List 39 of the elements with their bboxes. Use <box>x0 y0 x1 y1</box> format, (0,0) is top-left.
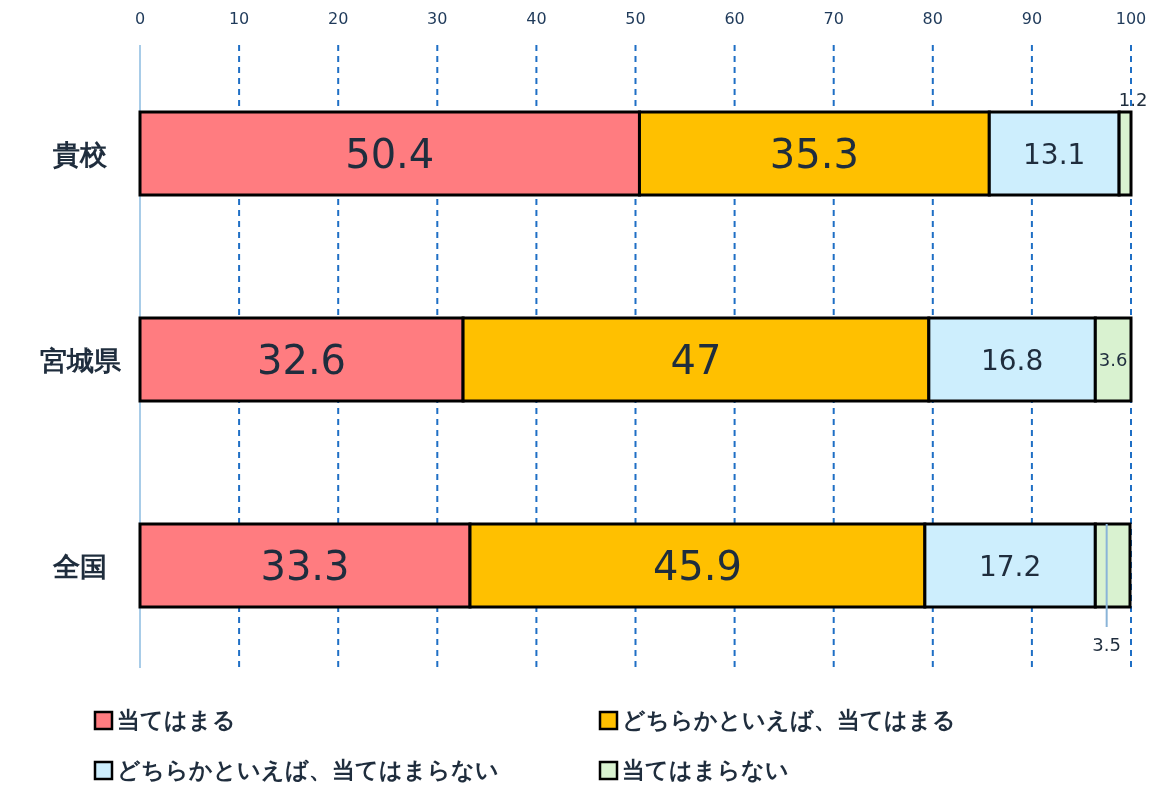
data-label: 17.2 <box>978 549 1042 583</box>
data-label: 45.9 <box>652 542 742 589</box>
data-label: 50.4 <box>345 130 435 177</box>
x-tick-label: 90 <box>1021 9 1043 28</box>
data-label: 33.3 <box>260 542 350 589</box>
data-label: 1.2 <box>1118 89 1148 110</box>
bar: 35.3 <box>637 110 991 197</box>
bar: 16.8 <box>927 316 1097 403</box>
bar: 17.2 <box>923 522 1097 609</box>
x-tick-label: 80 <box>922 9 943 28</box>
x-tick-label: 60 <box>724 9 745 28</box>
data-label: 32.6 <box>257 336 347 383</box>
x-tick-label: 100 <box>1115 9 1147 28</box>
legend: 当てはまる <box>93 707 236 733</box>
x-tick-label: 50 <box>625 9 646 28</box>
data-label: 3.6 <box>1098 348 1128 370</box>
x-tick-label: 0 <box>134 9 146 28</box>
legend: 当てはまらない <box>598 757 789 783</box>
bar: 13.1 <box>987 110 1121 197</box>
data-label: 35.3 <box>769 130 859 177</box>
data-label: 13.1 <box>1023 137 1086 171</box>
x-tick-label: 20 <box>328 9 349 28</box>
x-tick-label: 10 <box>228 9 250 28</box>
x-tick-label: 40 <box>526 9 547 28</box>
x-tick-label: 70 <box>823 9 844 28</box>
data-label: 16.8 <box>980 343 1044 377</box>
legend: どちらかといえば、当てはまる <box>598 707 956 733</box>
legend-label: 当てはまる <box>117 707 236 733</box>
x-tick-label: 30 <box>427 9 448 28</box>
bar: 50.4 <box>138 110 641 197</box>
bar: 33.3 <box>138 522 472 609</box>
data-label: 47 <box>670 336 722 383</box>
y-tick-label: 全国 <box>52 550 107 582</box>
y-tick-label: 宮城県 <box>39 344 122 376</box>
bar: 3.6 <box>1093 316 1133 403</box>
y-tick-label: 貴校 <box>52 138 108 170</box>
legend: どちらかといえば、当てはまらない <box>93 757 499 783</box>
data-label: 3.5 <box>1092 634 1121 655</box>
bar: 32.6 <box>138 316 465 403</box>
